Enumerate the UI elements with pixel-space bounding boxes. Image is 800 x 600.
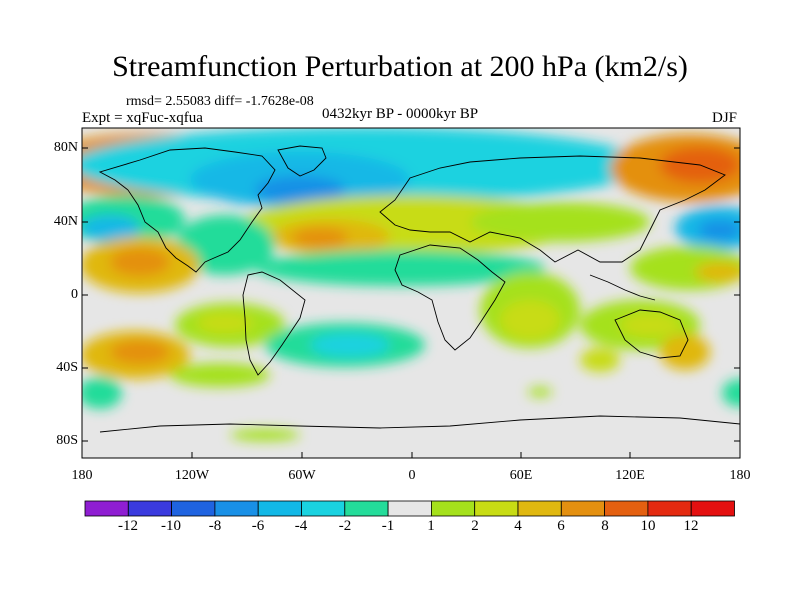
africa-coast — [394, 244, 506, 351]
anomaly-region — [310, 333, 390, 357]
map-title: Streamfunction Perturbation at 200 hPa (… — [112, 50, 688, 83]
lon-label: 0 — [408, 468, 416, 483]
colorbar-box — [604, 500, 649, 517]
coastlines — [98, 145, 740, 433]
anomaly-region — [255, 176, 345, 204]
anomaly-region — [620, 313, 680, 337]
colorbar-box — [127, 500, 173, 517]
maritime-continent-coast — [589, 274, 656, 301]
experiment-label: Expt = xqFuc-xqfua — [82, 110, 203, 126]
colorbar-label: -2 — [338, 518, 352, 534]
colorbar-box — [214, 500, 259, 517]
colorbar-box — [690, 500, 735, 517]
anomaly-region — [82, 215, 140, 241]
anomaly-region — [580, 348, 620, 372]
colorbar-box — [430, 500, 476, 517]
anomaly-region — [292, 228, 348, 248]
antarctica-coast — [99, 415, 740, 433]
anomaly-region — [175, 215, 275, 275]
colorbar-label: -12 — [118, 518, 138, 534]
stats-text: rmsd= 2.55083 diff= -1.7628e-08 — [126, 94, 314, 109]
lat-label: 0 — [71, 287, 78, 302]
anomaly-region — [660, 334, 710, 370]
colorbar-box — [344, 500, 389, 517]
anomaly-region — [500, 300, 560, 340]
south-america-coast — [242, 271, 306, 376]
anomaly-region — [528, 387, 552, 397]
colorbar-label: 4 — [514, 518, 522, 534]
anomaly-region — [110, 248, 170, 276]
period-label: 0432kyr BP - 0000kyr BP — [322, 106, 479, 122]
colorbar-label: 8 — [601, 518, 609, 534]
anomaly-region — [470, 202, 650, 242]
lon-label: 60W — [288, 468, 316, 483]
anomaly-region — [197, 313, 253, 333]
australia-coast — [614, 309, 689, 359]
lon-label: 180 — [71, 468, 93, 483]
eurasia-coast — [379, 155, 726, 263]
colorbar-box — [84, 500, 129, 517]
lon-label: 120W — [174, 468, 210, 483]
colorbar-box — [171, 500, 216, 517]
anomaly-region — [170, 363, 270, 387]
lat-label: 80S — [56, 433, 78, 448]
colorbar-label: -8 — [208, 518, 222, 534]
anomaly-region — [722, 379, 740, 407]
lat-label: 80N — [53, 140, 78, 155]
colorbar-box — [257, 500, 302, 517]
axis-ticks — [81, 147, 741, 458]
lat-label: 40S — [56, 360, 78, 375]
colorbar-label: -10 — [161, 518, 181, 534]
map-frame — [81, 127, 741, 459]
colorbar-label: -6 — [251, 518, 265, 534]
colorbar — [84, 500, 735, 517]
lat-label: 40N — [53, 214, 78, 229]
lon-label: 120E — [615, 468, 645, 483]
lon-label: 180 — [729, 468, 751, 483]
colorbar-label: 12 — [683, 518, 699, 534]
colorbar-label: -1 — [381, 518, 395, 534]
greenland-coast — [277, 145, 327, 177]
anomaly-region — [695, 262, 740, 282]
colorbar-box — [301, 500, 346, 517]
colorbar-label: 6 — [557, 518, 565, 534]
season-label: DJF — [712, 110, 738, 126]
colorbar-box — [387, 500, 432, 517]
colorbar-box — [517, 500, 562, 517]
anomaly-region — [110, 340, 170, 364]
anomaly-region — [82, 377, 122, 409]
anomaly-region — [255, 250, 545, 286]
lon-label: 60E — [509, 468, 533, 483]
colorbar-label: 2 — [471, 518, 479, 534]
colorbar-box — [647, 500, 692, 517]
streamfunction-field — [82, 128, 740, 458]
colorbar-label: 10 — [640, 518, 656, 534]
colorbar-box — [560, 500, 605, 517]
colorbar-label: -4 — [294, 518, 308, 534]
colorbar-label: 1 — [427, 518, 435, 534]
colorbar-box — [474, 500, 519, 517]
anomaly-region — [230, 429, 300, 441]
anomaly-region — [698, 220, 740, 240]
north-america-coast — [98, 147, 276, 273]
